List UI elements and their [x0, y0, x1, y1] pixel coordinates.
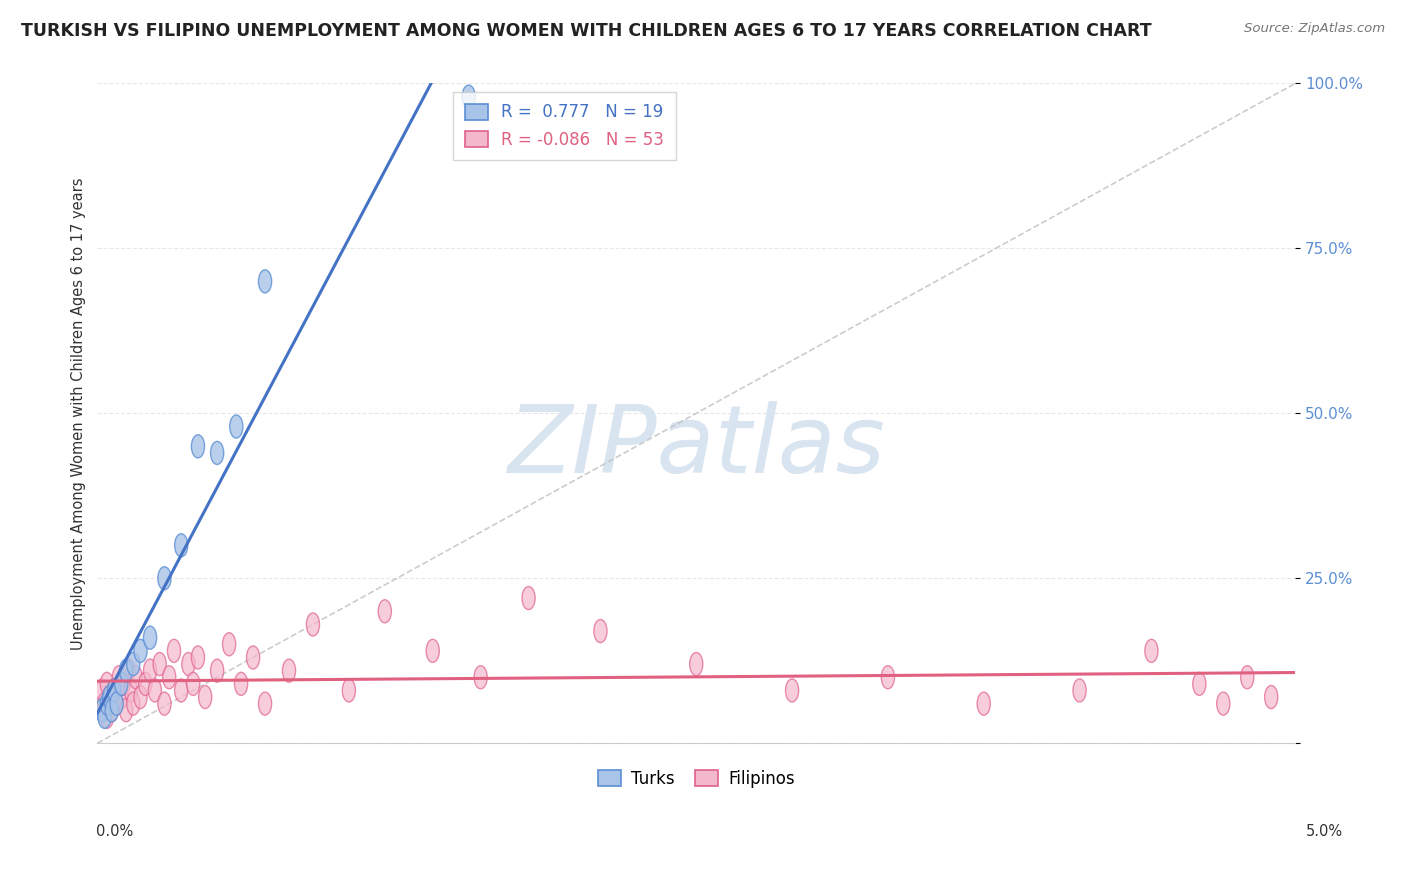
Y-axis label: Unemployment Among Women with Children Ages 6 to 17 years: Unemployment Among Women with Children A… [72, 178, 86, 649]
Ellipse shape [105, 698, 118, 722]
Ellipse shape [103, 686, 115, 708]
Ellipse shape [100, 692, 114, 715]
Ellipse shape [143, 659, 156, 682]
Ellipse shape [163, 665, 176, 689]
Ellipse shape [143, 626, 156, 649]
Ellipse shape [139, 673, 152, 696]
Ellipse shape [98, 706, 111, 729]
Ellipse shape [198, 686, 212, 708]
Ellipse shape [124, 679, 138, 702]
Ellipse shape [522, 587, 536, 609]
Ellipse shape [129, 665, 142, 689]
Ellipse shape [127, 692, 139, 715]
Ellipse shape [105, 698, 118, 722]
Ellipse shape [96, 679, 108, 702]
Ellipse shape [235, 673, 247, 696]
Text: Source: ZipAtlas.com: Source: ZipAtlas.com [1244, 22, 1385, 36]
Ellipse shape [786, 679, 799, 702]
Ellipse shape [474, 665, 488, 689]
Ellipse shape [100, 706, 114, 729]
Ellipse shape [174, 533, 188, 557]
Ellipse shape [157, 692, 172, 715]
Ellipse shape [283, 659, 295, 682]
Ellipse shape [153, 653, 166, 675]
Ellipse shape [259, 692, 271, 715]
Ellipse shape [259, 270, 271, 293]
Ellipse shape [107, 679, 121, 702]
Ellipse shape [115, 673, 128, 696]
Ellipse shape [463, 85, 475, 108]
Ellipse shape [1264, 686, 1278, 708]
Ellipse shape [342, 679, 356, 702]
Ellipse shape [96, 698, 108, 722]
Ellipse shape [187, 673, 200, 696]
Text: ZIPatlas: ZIPatlas [508, 401, 886, 491]
Ellipse shape [127, 653, 139, 675]
Ellipse shape [977, 692, 990, 715]
Ellipse shape [110, 692, 124, 715]
Ellipse shape [134, 686, 148, 708]
Ellipse shape [157, 566, 172, 590]
Ellipse shape [229, 415, 243, 438]
Ellipse shape [167, 640, 180, 663]
Ellipse shape [103, 686, 115, 708]
Ellipse shape [174, 679, 188, 702]
Ellipse shape [191, 646, 204, 669]
Ellipse shape [211, 442, 224, 465]
Ellipse shape [882, 665, 894, 689]
Text: 5.0%: 5.0% [1306, 824, 1343, 838]
Ellipse shape [222, 632, 236, 656]
Ellipse shape [1240, 665, 1254, 689]
Ellipse shape [426, 640, 439, 663]
Ellipse shape [1192, 673, 1206, 696]
Ellipse shape [246, 646, 260, 669]
Text: TURKISH VS FILIPINO UNEMPLOYMENT AMONG WOMEN WITH CHILDREN AGES 6 TO 17 YEARS CO: TURKISH VS FILIPINO UNEMPLOYMENT AMONG W… [21, 22, 1152, 40]
Ellipse shape [690, 653, 703, 675]
Ellipse shape [134, 640, 148, 663]
Ellipse shape [1216, 692, 1230, 715]
Ellipse shape [117, 673, 131, 696]
Ellipse shape [100, 673, 114, 696]
Ellipse shape [122, 659, 135, 682]
Ellipse shape [181, 653, 195, 675]
Ellipse shape [112, 665, 125, 689]
Ellipse shape [96, 698, 108, 722]
Ellipse shape [120, 698, 132, 722]
Ellipse shape [98, 692, 111, 715]
Ellipse shape [148, 679, 162, 702]
Ellipse shape [115, 686, 128, 708]
Ellipse shape [191, 434, 204, 458]
Ellipse shape [107, 679, 121, 702]
Ellipse shape [1073, 679, 1087, 702]
Ellipse shape [307, 613, 319, 636]
Ellipse shape [120, 659, 132, 682]
Ellipse shape [1144, 640, 1159, 663]
Ellipse shape [593, 620, 607, 642]
Text: 0.0%: 0.0% [96, 824, 132, 838]
Ellipse shape [110, 692, 124, 715]
Ellipse shape [211, 659, 224, 682]
Legend: Turks, Filipinos: Turks, Filipinos [591, 763, 801, 794]
Ellipse shape [378, 599, 391, 623]
